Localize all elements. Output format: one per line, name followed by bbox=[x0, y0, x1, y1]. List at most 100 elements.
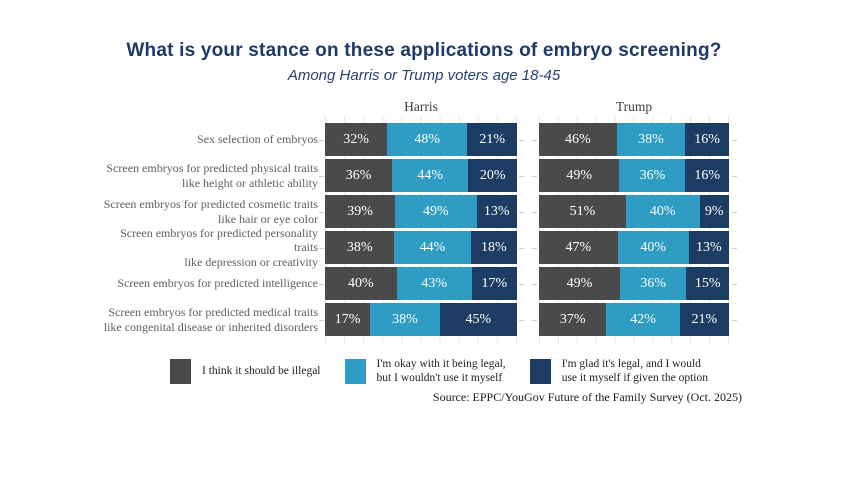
bar-segment: 44% bbox=[392, 159, 469, 192]
chart-row: Screen embryos for predicted physical tr… bbox=[95, 159, 755, 192]
panel-gap bbox=[517, 303, 539, 336]
chart-rows-area: Sex selection of embryos 32% 48% 21% 46% 38% 1… bbox=[95, 116, 755, 343]
bar-value: 46% bbox=[564, 131, 591, 147]
axis-tick-gap bbox=[318, 231, 325, 264]
bar-value: 38% bbox=[638, 131, 664, 147]
bar-value: 16% bbox=[694, 167, 721, 183]
bar-segment: 32% bbox=[325, 123, 388, 156]
axis-tick-gap bbox=[318, 303, 325, 336]
bar-value: 44% bbox=[419, 239, 446, 255]
axis-tick bbox=[532, 283, 537, 285]
bar-value: 38% bbox=[346, 239, 373, 255]
bar-segment: 16% bbox=[685, 159, 729, 192]
bar-value: 42% bbox=[630, 311, 656, 327]
axis-tick bbox=[732, 283, 737, 285]
axis-tick bbox=[519, 211, 524, 213]
axis-tick-gap-right bbox=[729, 123, 743, 156]
category-label: Screen embryos for predicted intelligenc… bbox=[117, 276, 318, 291]
bar-value: 17% bbox=[481, 275, 508, 291]
bar-value: 13% bbox=[483, 203, 510, 219]
legend-item-3: I'm glad it's legal, and I would use it … bbox=[529, 357, 708, 386]
bar-segment: 21% bbox=[467, 123, 517, 156]
axis-tick-gap-right bbox=[729, 231, 743, 264]
bar-segment: 49% bbox=[395, 195, 477, 228]
bar-value: 21% bbox=[479, 131, 506, 147]
bar-value: 40% bbox=[649, 203, 676, 219]
category-label: Screen embryos for predicted personality… bbox=[120, 225, 318, 269]
axis-tick-gap-right bbox=[729, 267, 743, 300]
bar-value: 21% bbox=[691, 311, 718, 327]
axis-tick bbox=[519, 139, 524, 141]
axis-tick-gap bbox=[318, 123, 325, 156]
legend-swatch-1 bbox=[170, 358, 191, 384]
chart-subtitle: Among Harris or Trump voters age 18-45 bbox=[287, 67, 561, 84]
bar-harris-row-1: 32% 48% 21% bbox=[325, 123, 517, 156]
axis-tick bbox=[319, 247, 324, 249]
axis-tick bbox=[532, 175, 537, 177]
bar-value: 17% bbox=[334, 311, 361, 327]
bar-segment: 42% bbox=[606, 303, 680, 336]
bar-value: 44% bbox=[417, 167, 444, 183]
axis-tick bbox=[319, 175, 324, 177]
bar-segment: 16% bbox=[685, 123, 729, 156]
bar-segment: 36% bbox=[325, 159, 393, 192]
axis-tick bbox=[319, 211, 324, 213]
stacked-bar-chart: Harris Trump Sex selection of embryos 32%… bbox=[95, 97, 755, 343]
bar-trump-row-3: 51% 40% 9% bbox=[539, 195, 729, 228]
legend: I think it should be illegal I'm okay wit… bbox=[0, 357, 848, 386]
bar-value: 15% bbox=[694, 275, 721, 291]
chart-row: Screen embryos for predicted personality… bbox=[95, 225, 755, 269]
legend-swatch-2 bbox=[344, 358, 366, 384]
bar-segment: 40% bbox=[617, 231, 689, 264]
axis-tick bbox=[532, 211, 537, 213]
bar-segment: 20% bbox=[468, 159, 517, 192]
legend-item-2: I'm okay with it being legal, but I woul… bbox=[344, 357, 506, 386]
axis-tick bbox=[519, 247, 524, 249]
bar-trump-row-4: 47% 40% 13% bbox=[539, 231, 729, 264]
bar-value: 49% bbox=[566, 275, 593, 291]
chart-rows: Sex selection of embryos 32% 48% 21% 46% 38% 1… bbox=[95, 123, 755, 336]
source-note: Source: EPPC/YouGov Future of the Family… bbox=[432, 389, 742, 404]
legend-item-1: I think it should be illegal bbox=[170, 358, 321, 384]
bar-segment: 36% bbox=[620, 267, 687, 300]
bar-value: 18% bbox=[480, 239, 507, 255]
bar-segment: 9% bbox=[699, 195, 729, 228]
panel-header-trump: Trump bbox=[615, 99, 653, 114]
axis-tick bbox=[732, 319, 737, 321]
category-label: Sex selection of embryos bbox=[197, 132, 318, 147]
bar-segment: 48% bbox=[387, 123, 468, 156]
axis-tick-gap-right bbox=[729, 159, 743, 192]
bar-value: 45% bbox=[465, 311, 492, 327]
bar-value: 48% bbox=[414, 131, 441, 147]
legend-label-1: I think it should be illegal bbox=[202, 365, 321, 378]
axis-tick bbox=[319, 139, 324, 141]
bar-value: 40% bbox=[640, 239, 667, 255]
panel-gap bbox=[517, 195, 539, 228]
bar-segment: 46% bbox=[539, 123, 617, 156]
bar-segment: 13% bbox=[688, 231, 729, 264]
bar-harris-row-6: 17% 38% 45% bbox=[325, 303, 517, 336]
bar-segment: 38% bbox=[325, 231, 395, 264]
axis-tick-gap bbox=[318, 267, 325, 300]
bar-trump-row-2: 49% 36% 16% bbox=[539, 159, 729, 192]
legend-label-2: I'm okay with it being legal, but I woul… bbox=[376, 358, 506, 385]
bar-value: 37% bbox=[559, 311, 586, 327]
bar-value: 49% bbox=[566, 167, 593, 183]
bar-segment: 38% bbox=[616, 123, 686, 156]
axis-tick bbox=[732, 175, 737, 177]
bar-segment: 47% bbox=[539, 231, 618, 264]
bar-value: 47% bbox=[565, 239, 592, 255]
panel-header-harris: Harris bbox=[404, 99, 438, 114]
legend-label-3: I'm glad it's legal, and I would use it … bbox=[561, 358, 708, 385]
axis-tick bbox=[319, 283, 324, 285]
bar-segment: 39% bbox=[325, 195, 396, 228]
chart-row: Screen embryos for predicted cosmetic tr… bbox=[95, 195, 755, 228]
chart-row: Sex selection of embryos 32% 48% 21% 46% 38% 1… bbox=[95, 123, 755, 156]
bar-segment: 51% bbox=[539, 195, 626, 228]
bar-trump-row-6: 37% 42% 21% bbox=[539, 303, 729, 336]
bar-segment: 49% bbox=[539, 267, 621, 300]
bar-trump-row-5: 49% 36% 15% bbox=[539, 267, 729, 300]
bar-segment: 43% bbox=[396, 267, 472, 300]
bar-harris-row-4: 38% 44% 18% bbox=[325, 231, 517, 264]
axis-tick bbox=[519, 283, 524, 285]
